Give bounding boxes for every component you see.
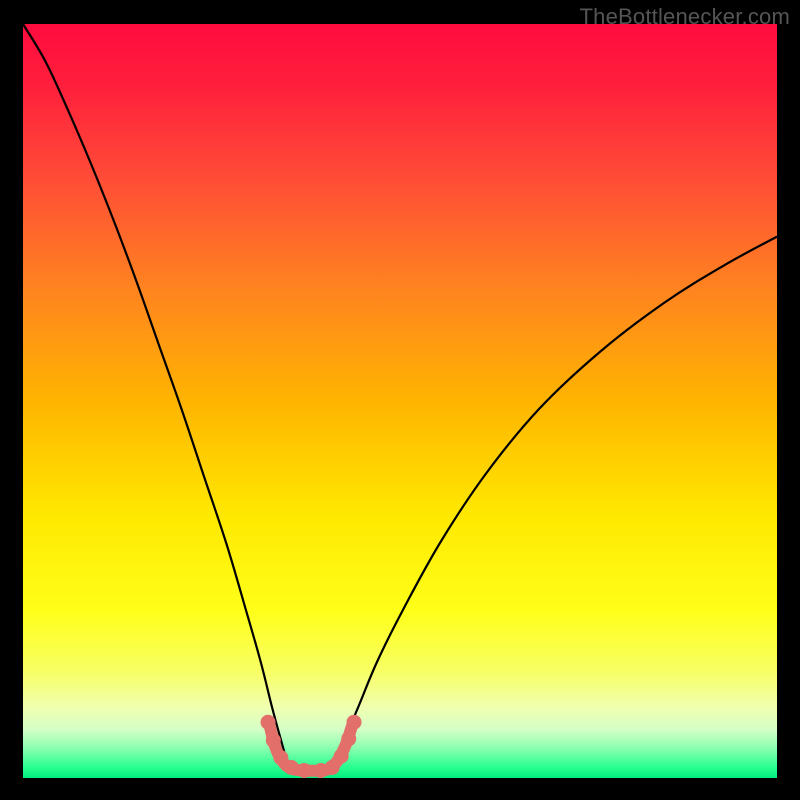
valley-accent-dot bbox=[347, 715, 362, 730]
valley-accent-dot bbox=[266, 733, 281, 748]
valley-accent-dot bbox=[297, 763, 312, 778]
chart-gradient-bg bbox=[23, 24, 777, 778]
valley-accent-dot bbox=[334, 749, 349, 764]
watermark-text: TheBottlenecker.com bbox=[580, 4, 790, 30]
valley-accent-dot bbox=[284, 760, 299, 775]
valley-accent-dot bbox=[341, 731, 356, 746]
valley-accent-dot bbox=[261, 715, 276, 730]
bottleneck-chart bbox=[0, 0, 800, 800]
stage: TheBottlenecker.com bbox=[0, 0, 800, 800]
